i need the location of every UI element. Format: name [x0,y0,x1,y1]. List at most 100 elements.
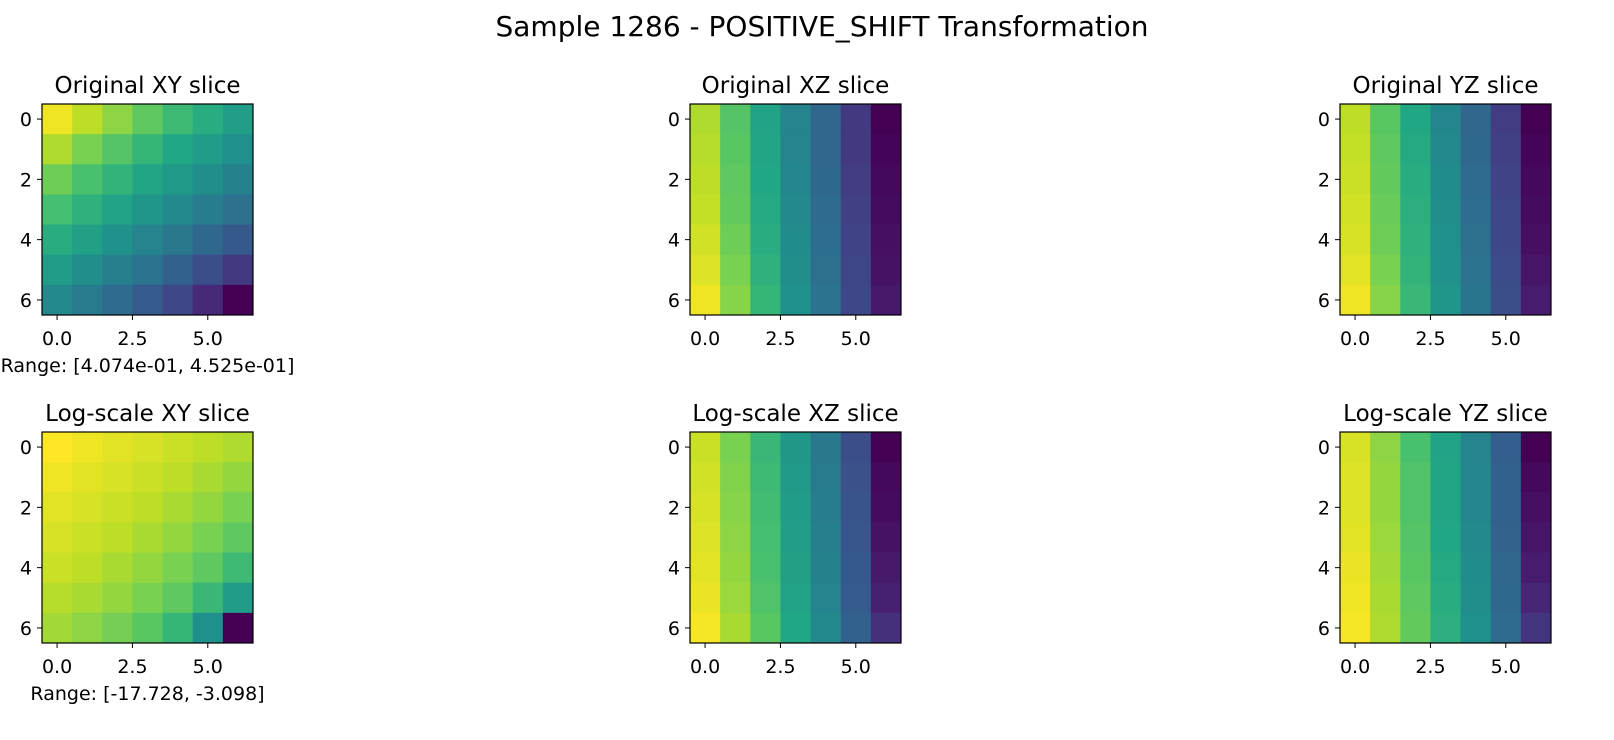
heatmap-cell [1430,462,1461,493]
heatmap-cell [102,194,133,225]
heatmap-cell [1400,492,1431,523]
heatmap-cell [870,284,902,316]
heatmap-cell [132,284,163,316]
y-tick-label: 0 [20,109,32,131]
heatmap-cell [162,134,194,165]
heatmap-cell [690,462,721,493]
y-tick-label: 4 [20,230,32,252]
heatmap-cell [750,432,781,463]
heatmap-cell [1340,134,1371,165]
heatmap-cell [870,432,902,463]
heatmap-cell [132,522,163,553]
heatmap-cell [1460,492,1492,523]
heatmap-cell [720,134,751,165]
heatmap-cell [1370,104,1401,135]
heatmap-cell [870,522,902,553]
heatmap-cell [192,432,224,463]
heatmap-cell [192,492,224,523]
axes-frame [689,431,902,644]
heatmap-cell [1430,254,1461,286]
heatmap-cell [162,432,194,463]
heatmap-cell [840,194,872,225]
heatmap-cell [870,224,902,256]
heatmap-cell [222,254,254,286]
heatmap-cell [840,254,872,286]
heatmap-cell [72,492,103,523]
heatmap-cell [750,164,781,195]
heatmap-cell [780,462,811,493]
heatmap-cell [720,254,751,286]
axes-frame [689,103,902,316]
heatmap-cell [42,284,73,316]
heatmap-cell [1370,254,1401,286]
heatmap-cell [810,284,842,316]
heatmap-cell [840,224,872,256]
heatmap-cell [72,224,103,256]
heatmap-cell [192,134,224,165]
heatmap-cell [870,612,902,644]
y-tick-label: 6 [20,290,32,312]
heatmap-cell [810,462,842,493]
heatmap-cell [810,164,842,195]
y-tick-label: 2 [20,169,32,191]
heatmap-cell [780,164,811,195]
heatmap-cell [72,134,103,165]
heatmap-cell [222,134,254,165]
x-tick-label: 5.0 [841,328,871,350]
heatmap-cell [1460,134,1492,165]
heatmap-cell [162,194,194,225]
heatmap-cell [780,552,811,584]
heatmap-cell [1370,522,1401,553]
x-tick-label: 5.0 [1491,328,1521,350]
heatmap-cell [720,492,751,523]
heatmap-cell [72,522,103,553]
heatmap-cell [750,254,781,286]
heatmap-cell [1400,284,1431,316]
heatmap-cell [690,224,721,256]
heatmap-cell [192,284,224,316]
heatmap-cell [1400,254,1431,286]
heatmap-cell [162,254,194,286]
heatmap-cell [1520,612,1552,644]
heatmap-cell [690,492,721,523]
heatmap-cell [1430,432,1461,463]
heatmap-cell [222,492,254,523]
y-tick-label: 0 [668,437,680,459]
heatmap-cell [720,612,751,644]
heatmap-panel-1: Original XY slice 0.0 2.5 5.0 0 2 4 6 Range: [4.… [1,73,295,377]
panel-title: Log-scale YZ slice [1343,401,1548,427]
heatmap-cell [132,164,163,195]
heatmap-cell [1340,104,1371,135]
heatmap-cell [1460,522,1492,553]
heatmap-cell [780,254,811,286]
heatmap-cell [690,254,721,286]
heatmap-cell [870,582,902,614]
heatmap-cell [192,522,224,553]
heatmap-cell [72,462,103,493]
x-tick-label: 0.0 [42,656,72,678]
y-tick-label: 6 [1318,618,1330,640]
heatmap-cell [1490,522,1522,553]
panel-title: Original YZ slice [1353,73,1539,99]
heatmap-cell [1520,522,1552,553]
heatmap-cell [1340,164,1371,195]
heatmap-cell [690,194,721,225]
heatmap-cell [720,284,751,316]
x-tick-label: 2.5 [117,328,147,350]
heatmap-cell [1460,164,1492,195]
heatmap-cell [42,104,73,135]
heatmap-cell [1370,134,1401,165]
heatmap-cell [1430,612,1461,644]
heatmap-cell [222,582,254,614]
heatmap-cell [690,612,721,644]
panel-title: Original XZ slice [702,73,890,99]
heatmap-cell [690,164,721,195]
heatmap-cell [162,552,194,584]
heatmap-cell [750,492,781,523]
heatmap-cell [132,194,163,225]
y-tick-label: 4 [1318,230,1330,252]
y-tick-label: 0 [668,109,680,131]
heatmap-cell [1520,462,1552,493]
heatmap-cell [750,134,781,165]
heatmap-cell [42,462,73,493]
